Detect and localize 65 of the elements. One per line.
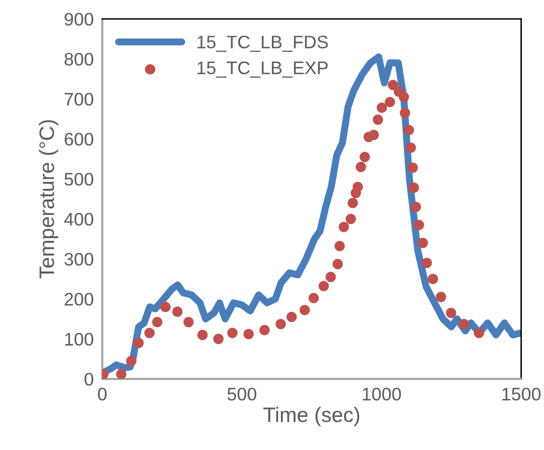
point (308, 292, 319, 304)
point (332, 258, 343, 270)
point (348, 198, 358, 208)
point (418, 238, 428, 248)
point (213, 334, 224, 344)
x-tick-label: 0 (98, 388, 107, 400)
legend-label: 15_TC_LB_FDS (198, 36, 328, 52)
point (334, 240, 345, 252)
point (126, 356, 137, 366)
point (172, 306, 183, 317)
point (197, 330, 208, 340)
y-tick-label: 800 (64, 52, 94, 66)
point (352, 182, 363, 192)
point (160, 302, 171, 312)
x-tick-label: 500 (228, 388, 256, 400)
point (326, 272, 336, 282)
point (368, 130, 379, 140)
y-axis-title: Temperature (°C) (38, 120, 58, 278)
x-axis-title: Time (sec) (263, 406, 360, 426)
point (428, 274, 438, 284)
point (116, 368, 126, 379)
point (183, 316, 194, 328)
point (318, 280, 329, 292)
y-tick-label: 400 (64, 212, 94, 226)
y-tick-label: 500 (64, 172, 94, 186)
point (338, 222, 350, 232)
point (286, 312, 297, 322)
point (474, 328, 484, 338)
point (398, 92, 410, 102)
x-tick-label: 1500 (502, 388, 541, 400)
x-tick-label: 1000 (362, 388, 401, 400)
point (404, 124, 414, 136)
point (346, 214, 356, 224)
point (384, 96, 396, 108)
y-tick-label: 900 (64, 12, 94, 26)
point (227, 328, 238, 338)
point (436, 292, 446, 302)
point (144, 328, 155, 338)
point (422, 258, 432, 268)
y-tick-label: 200 (64, 292, 94, 306)
point (408, 182, 420, 193)
point (406, 142, 416, 153)
point (376, 102, 387, 113)
point (360, 152, 370, 162)
point (243, 328, 254, 340)
point (388, 80, 398, 90)
point (276, 318, 286, 330)
y-tick-label: 600 (64, 132, 94, 146)
point (259, 324, 270, 336)
legend-label: 15_TC_LB_EXP (198, 61, 328, 78)
point (356, 162, 366, 172)
point (152, 316, 162, 328)
y-tick-label: 700 (64, 92, 94, 106)
point (458, 318, 470, 330)
y-tick-label: 0 (84, 372, 94, 386)
point (133, 338, 144, 348)
y-tick-label: 100 (65, 332, 94, 346)
point (446, 308, 456, 318)
point (300, 304, 310, 316)
point (400, 108, 410, 118)
y-tick-label: 300 (64, 252, 94, 266)
point (410, 202, 422, 212)
point (372, 114, 384, 125)
point (408, 162, 418, 173)
point (414, 220, 424, 230)
